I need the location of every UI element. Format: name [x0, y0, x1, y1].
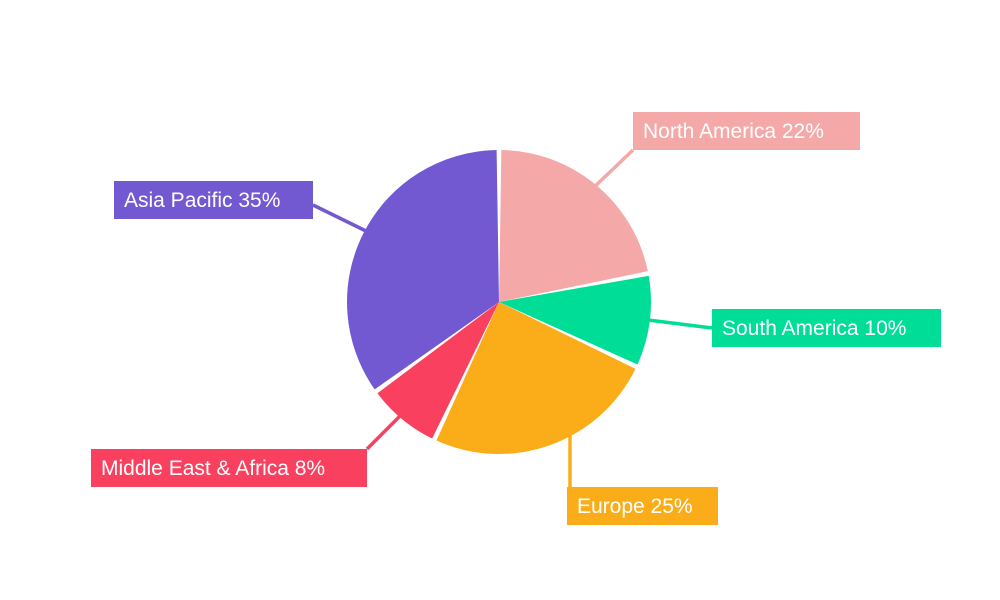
pie-label-text: Europe 25% — [577, 494, 693, 518]
pie-label-north-america[interactable]: North America 22% — [633, 112, 860, 150]
leader-line — [588, 148, 635, 193]
pie-slice[interactable] — [499, 150, 648, 302]
pie-label-asia-pacific[interactable]: Asia Pacific 35% — [114, 181, 313, 219]
pie-slice[interactable] — [377, 302, 499, 439]
pie-slice[interactable] — [436, 302, 636, 454]
leader-line — [647, 318, 713, 330]
pie-label-text: Middle East & Africa 8% — [101, 456, 326, 480]
pie-slices — [347, 150, 652, 454]
pie-slice[interactable] — [347, 150, 499, 390]
leader-line — [365, 410, 406, 451]
pie-slice[interactable] — [499, 275, 652, 365]
leader-line — [312, 203, 369, 234]
pie-label-europe[interactable]: Europe 25% — [567, 487, 718, 525]
pie-label-text: North America 22% — [643, 119, 824, 143]
pie-label-middle-east-africa[interactable]: Middle East & Africa 8% — [91, 449, 367, 487]
pie-label-text: South America 10% — [722, 316, 907, 340]
pie-label-south-america[interactable]: South America 10% — [712, 309, 941, 347]
pie-label-text: Asia Pacific 35% — [124, 188, 281, 212]
